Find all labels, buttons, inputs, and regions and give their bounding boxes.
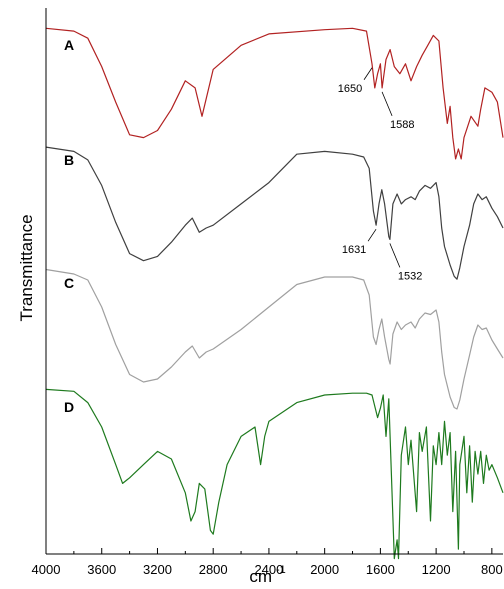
- x-tick-label: 4000: [32, 562, 61, 577]
- annotation-leader-1532: [389, 243, 401, 268]
- annotation-1532: 1532: [398, 270, 422, 282]
- axes: [45, 8, 503, 555]
- series-a-group: A 1650 1588: [45, 27, 504, 160]
- annotation-leader-1588: [381, 91, 393, 117]
- series-d-group: D: [45, 388, 504, 560]
- x-tick-label: 2800: [199, 562, 228, 577]
- annotation-leader-1631: [367, 228, 377, 242]
- x-tick-label: 1200: [422, 562, 451, 577]
- annotation-leader-1650: [363, 67, 373, 80]
- x-axis-title-exponent: -1: [276, 564, 286, 576]
- series-c-line: [45, 268, 504, 410]
- x-tick-label: 2000: [310, 562, 339, 577]
- x-tick-label: 3200: [143, 562, 172, 577]
- x-tick-label: 800: [481, 562, 503, 577]
- annotation-1588: 1588: [390, 119, 414, 131]
- x-tick-label: 1600: [366, 562, 395, 577]
- series-b-group: B 1631 1532: [45, 146, 504, 282]
- annotation-1650: 1650: [338, 83, 362, 95]
- series-label-c: C: [64, 275, 74, 291]
- series-b-line: [45, 146, 504, 280]
- plot-area: A 1650 1588 B 1631 1532 C D: [45, 27, 504, 560]
- x-tick-label: 3600: [87, 562, 116, 577]
- series-label-b: B: [64, 152, 74, 168]
- x-axis-title: cm: [249, 567, 272, 586]
- series-d-line: [45, 388, 504, 560]
- y-axis-title: Transmittance: [17, 214, 36, 321]
- series-label-d: D: [64, 399, 74, 415]
- series-label-a: A: [64, 37, 74, 53]
- annotation-1631: 1631: [342, 244, 366, 256]
- series-a-line: [45, 27, 504, 160]
- x-tick-label: 2400: [254, 562, 283, 577]
- series-c-group: C: [45, 268, 504, 410]
- x-ticks: 4000 3600 3200 2800 2400 2000 1600 1200 800: [32, 548, 503, 577]
